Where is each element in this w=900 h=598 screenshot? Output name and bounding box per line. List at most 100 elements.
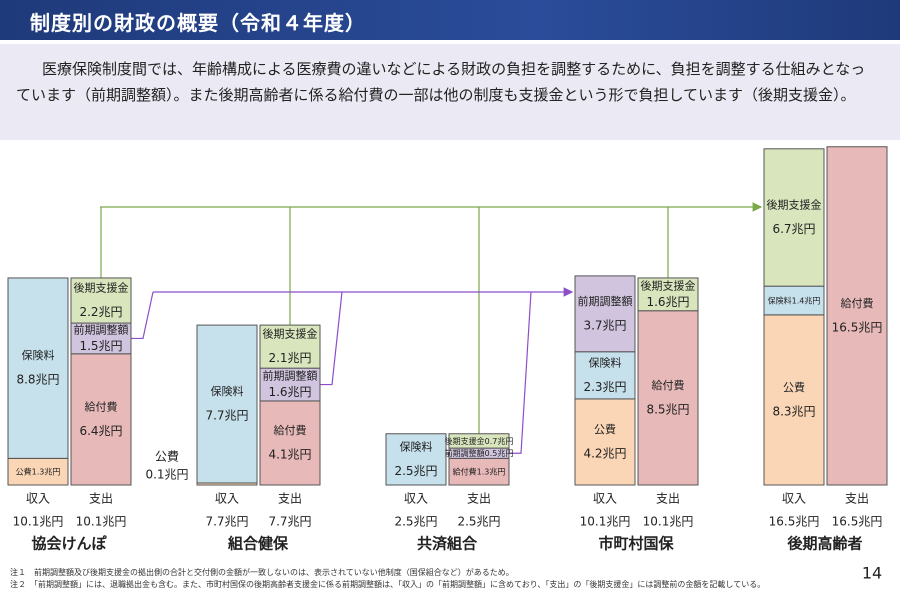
column-total: 10.1兆円	[13, 515, 64, 529]
column-label: 収入	[26, 492, 50, 506]
segment-value: 0.5兆円	[485, 448, 514, 458]
segment	[763, 314, 825, 486]
segment	[259, 324, 321, 369]
segment-value: 6.4兆円	[79, 424, 122, 438]
segment	[763, 285, 825, 316]
column-label: 支出	[845, 492, 869, 506]
title: 制度別の財政の概要（令和４年度）	[30, 11, 366, 35]
segment-name: 給付費	[274, 423, 307, 437]
connector	[320, 291, 343, 386]
segment-name: 後期支援金	[767, 197, 822, 211]
column-label: 収入	[782, 492, 806, 506]
segment-name: 後期支援金	[263, 327, 318, 341]
group-name: 組合健保	[227, 535, 289, 553]
column-total: 16.5兆円	[769, 515, 820, 529]
segment	[385, 433, 447, 486]
segment-name: 後期支援金	[641, 278, 696, 292]
segment-value: 1.5兆円	[79, 339, 122, 353]
segment-label: 後期支援金0.7兆円	[445, 435, 514, 445]
segment-name: 保険料	[400, 439, 433, 453]
segment	[259, 400, 321, 486]
connector	[131, 291, 154, 340]
segment-name: 公費	[594, 422, 616, 436]
group-name: 共済組合	[417, 535, 478, 553]
segment-name: 保険料	[768, 295, 792, 305]
column-label: 収入	[593, 492, 617, 506]
column-label: 支出	[89, 492, 113, 506]
connector	[509, 291, 532, 454]
column-total: 2.5兆円	[457, 515, 500, 529]
segment	[826, 146, 888, 486]
segment-value: 4.1兆円	[268, 447, 311, 461]
segment-value: 1.3兆円	[477, 466, 506, 476]
group-name: 後期高齢者	[786, 535, 862, 553]
segment	[574, 351, 636, 400]
note: 注２ 「前期調整額」には、退職拠出金も含む。また、市町村国保の後期高齢者支援金に…	[10, 580, 766, 589]
segment	[637, 310, 699, 486]
segment-name: 給付費	[652, 378, 685, 392]
segment	[70, 322, 132, 355]
segment-name: 公費	[783, 380, 805, 394]
segment	[574, 275, 636, 353]
segment-label: 公費1.3兆円	[16, 466, 61, 476]
column-total: 10.1兆円	[643, 515, 694, 529]
description: 医療保険制度間では、年齢構成による医療費の違いなどによる財政の負担を調整するため…	[16, 60, 866, 104]
group-name: 市町村国保	[598, 535, 674, 553]
segment-value: 6.7兆円	[772, 222, 815, 236]
column-label: 収入	[215, 492, 239, 506]
segment-name: 保険料	[589, 355, 622, 369]
segment-value: 2.1兆円	[268, 351, 311, 365]
column-total: 7.7兆円	[205, 515, 248, 529]
segment	[448, 433, 510, 449]
segment-value: 2.5兆円	[394, 464, 437, 478]
segment-label: 保険料1.4兆円	[768, 295, 821, 305]
segment-value: 8.8兆円	[16, 373, 59, 387]
segment-value: 8.3兆円	[772, 404, 815, 418]
group-name: 協会けんぽ	[31, 535, 107, 553]
segment-value: 1.6兆円	[646, 295, 689, 309]
segment-name: 給付費	[453, 466, 477, 476]
segment	[763, 148, 825, 287]
segment	[7, 277, 69, 459]
column-label: 支出	[467, 492, 491, 506]
segment-name: 後期支援金	[74, 281, 129, 295]
segment-name: 保険料	[22, 348, 55, 362]
column-total: 10.1兆円	[580, 515, 631, 529]
column-label: 収入	[404, 492, 428, 506]
column-label: 支出	[278, 492, 302, 506]
page-number: 14	[862, 564, 882, 583]
segment-name: 給付費	[841, 296, 874, 310]
column-total: 10.1兆円	[76, 515, 127, 529]
segment-name: 給付費	[85, 399, 118, 413]
segment-value: 0.1兆円	[145, 467, 188, 481]
column-label: 支出	[656, 492, 680, 506]
segment	[196, 324, 258, 484]
segment-name: 前期調整額	[263, 369, 318, 383]
segment	[448, 457, 510, 486]
note: 注１ 前期調整額及び後期支援金の拠出側の合計と交付側の金額が一致しないのは、表示…	[10, 568, 514, 577]
segment-value: 1.6兆円	[268, 385, 311, 399]
segment-name: 前期調整額	[74, 322, 129, 336]
description-box: 医療保険制度間では、年齢構成による医療費の違いなどによる財政の負担を調整するため…	[0, 44, 900, 140]
segment	[259, 367, 321, 402]
segment-label: 前期調整額0.5兆円	[445, 448, 514, 458]
segment-name: 後期支援金	[445, 435, 485, 445]
segment-value: 4.2兆円	[583, 446, 626, 460]
segment-value: 16.5兆円	[832, 320, 883, 334]
segment-name: 保険料	[211, 384, 244, 398]
segment-value: 1.3兆円	[32, 466, 61, 476]
column-total: 2.5兆円	[394, 515, 437, 529]
segment-name: 前期調整額	[445, 448, 485, 458]
column-total: 7.7兆円	[268, 515, 311, 529]
segment	[7, 457, 69, 486]
column-total: 16.5兆円	[832, 515, 883, 529]
segment	[70, 353, 132, 486]
segment	[637, 277, 699, 312]
segment-value: 3.7兆円	[583, 318, 626, 332]
segment-value: 1.4兆円	[792, 295, 821, 305]
segment-value: 7.7兆円	[205, 409, 248, 423]
segment-value: 2.3兆円	[583, 380, 626, 394]
segment-name: 公費	[16, 466, 32, 476]
segment-name: 前期調整額	[578, 294, 633, 308]
